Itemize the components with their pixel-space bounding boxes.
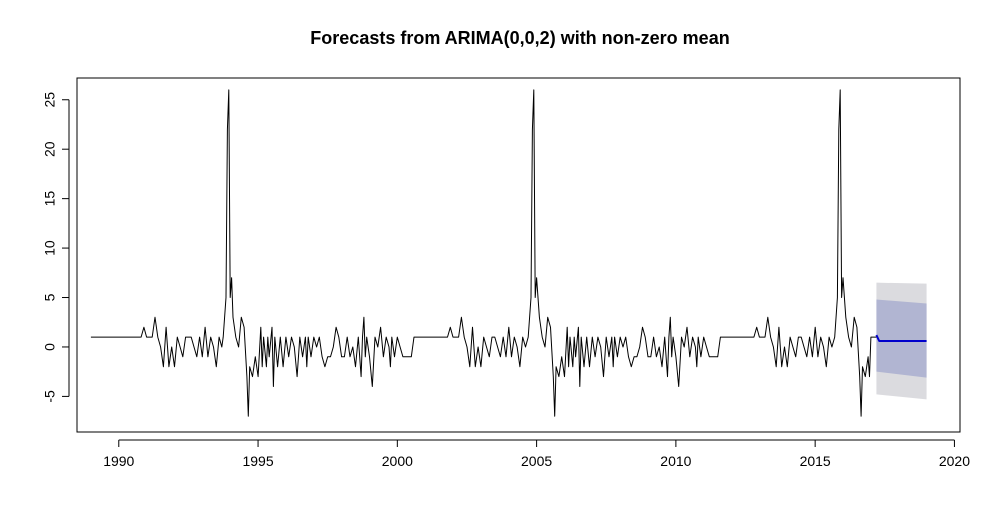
y-tick-label: 10 [42,240,58,256]
observed-series-line [90,89,877,417]
x-tick-label: 1995 [242,453,273,469]
forecast-mean-line [875,334,927,342]
prediction-interval-80 [876,299,927,378]
y-tick-label: 0 [42,343,58,351]
y-tick-label: 15 [42,191,58,207]
y-tick-label: 25 [42,92,58,108]
x-tick-label: 2015 [800,453,831,469]
x-tick-label: 2010 [660,453,691,469]
y-tick-label: 20 [42,141,58,157]
x-tick-label: 2020 [939,453,970,469]
y-tick-label: -5 [42,390,58,403]
plot-frame [76,77,961,433]
x-tick-label: 1990 [103,453,134,469]
y-tick-label: 5 [42,293,58,301]
chart-title: Forecasts from ARIMA(0,0,2) with non-zer… [310,28,730,48]
x-tick-label: 2005 [521,453,552,469]
x-tick-label: 2000 [382,453,413,469]
